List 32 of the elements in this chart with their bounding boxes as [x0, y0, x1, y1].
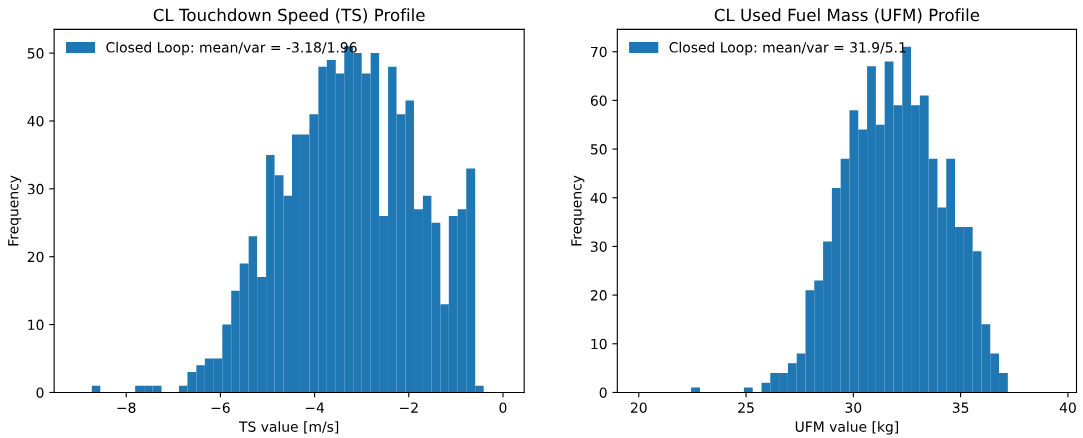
x-tick-label: 20 [630, 402, 647, 413]
y-tick-label: 10 [591, 338, 607, 350]
x-tick-label: −8 [117, 402, 136, 413]
y-axis-title: Frequency [8, 175, 22, 246]
x-tick-label: 25 [738, 402, 754, 413]
chart-title: CL Used Fuel Mass (UFM) Profile [714, 8, 980, 24]
x-tick-label: −6 [211, 402, 230, 413]
x-axis-title: UFM value [kg] [795, 421, 899, 435]
legend-label: Closed Loop: mean/var = -3.18/1.96 [106, 41, 357, 56]
y-tick-label: 0 [36, 387, 44, 398]
x-tick-label: 30 [845, 402, 862, 413]
y-tick-label: 60 [590, 95, 607, 106]
y-tick-label: 50 [27, 48, 44, 59]
x-tick-label: −2 [400, 402, 418, 413]
y-tick-label: 40 [590, 192, 607, 204]
y-axis-title: Frequency [571, 175, 585, 246]
y-tick-label: 0 [599, 387, 607, 398]
y-tick-label: 20 [590, 290, 607, 301]
y-tick-label: 30 [590, 241, 607, 252]
y-tick-label: 40 [27, 115, 44, 127]
y-tick-label: 20 [27, 251, 44, 263]
x-tick-label: 35 [952, 402, 969, 413]
y-tick-label: 70 [591, 46, 607, 58]
y-tick-label: 30 [27, 183, 44, 195]
x-tick-label: −4 [305, 402, 325, 413]
x-axis-title: TS value [m/s] [238, 421, 339, 434]
y-tick-label: 50 [590, 144, 607, 155]
chart-title: CL Touchdown Speed (TS) Profile [153, 8, 425, 25]
y-tick-label: 10 [28, 319, 44, 331]
x-tick-label: 0 [499, 402, 507, 413]
x-tick-label: 40 [1059, 402, 1076, 413]
legend-label: Closed Loop: mean/var = 31.9/5.1 [669, 41, 906, 56]
